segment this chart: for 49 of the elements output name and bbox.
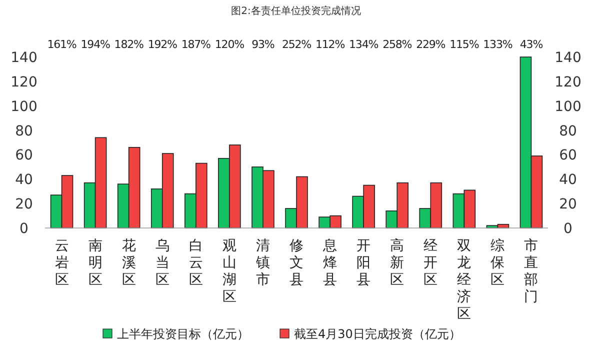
y-tick-label: 120 [10, 74, 38, 90]
text: 133% [483, 38, 512, 51]
chart-title: 图2:各责任单位投资完成情况 [231, 5, 361, 17]
x-tick-label: 修文县 [290, 238, 304, 288]
legend-label: 截至4月30日完成投资（亿元） [294, 327, 461, 341]
x-tick-label: 开阳县 [356, 238, 371, 288]
x-tick-label: 白云区 [188, 238, 203, 288]
y-tick-label: 20 [15, 196, 33, 213]
text: 93% [252, 38, 274, 51]
text: 120% [214, 38, 244, 51]
y2-tick-label: 120 [554, 74, 582, 90]
y2-tick-label: 20 [559, 196, 577, 213]
y-tick-label: 60 [15, 148, 33, 164]
text: 187% [181, 38, 211, 51]
y2-tick-label: 100 [554, 98, 582, 115]
y2-tick-label: 40 [559, 172, 577, 188]
x-tick-label: 综保区 [490, 238, 505, 288]
legend-label: 上半年投资目标（亿元） [117, 327, 249, 341]
y2-tick-label: 0 [564, 221, 572, 237]
text: 194% [80, 38, 110, 51]
x-tick-label: 花溪区 [122, 238, 136, 288]
text: 43% [520, 38, 543, 51]
text: 229% [416, 38, 446, 51]
x-tick-label: 经开区 [424, 238, 438, 288]
text: 192% [148, 38, 178, 51]
text: 134% [349, 38, 378, 51]
y-tick-label: 40 [15, 172, 33, 188]
text: 258% [382, 38, 412, 51]
x-tick-label: 云岩区 [54, 238, 69, 288]
x-tick-label: 南明区 [88, 238, 102, 288]
x-tick-label: 乌当区 [155, 238, 170, 288]
y2-tick-label: 80 [559, 123, 577, 140]
y-tick-label: 80 [15, 123, 33, 140]
y2-tick-label: 140 [554, 50, 582, 66]
x-tick-label: 双龙经济区 [457, 238, 472, 322]
text: 112% [316, 38, 345, 51]
x-tick-label: 市直部门 [524, 238, 538, 305]
y-tick-label: 0 [20, 221, 28, 237]
text: 252% [282, 38, 312, 51]
y-tick-label: 100 [10, 98, 38, 115]
text: 115% [450, 38, 479, 51]
y-tick-label: 140 [10, 50, 38, 66]
text: 161% [47, 38, 76, 51]
y2-tick-label: 60 [559, 148, 577, 164]
text: 182% [114, 38, 144, 51]
x-tick-label: 观山湖区 [222, 238, 236, 305]
x-tick-label: 清镇市 [254, 238, 270, 288]
x-tick-label: 息烽县 [322, 238, 338, 288]
x-tick-label: 高新区 [390, 238, 404, 288]
